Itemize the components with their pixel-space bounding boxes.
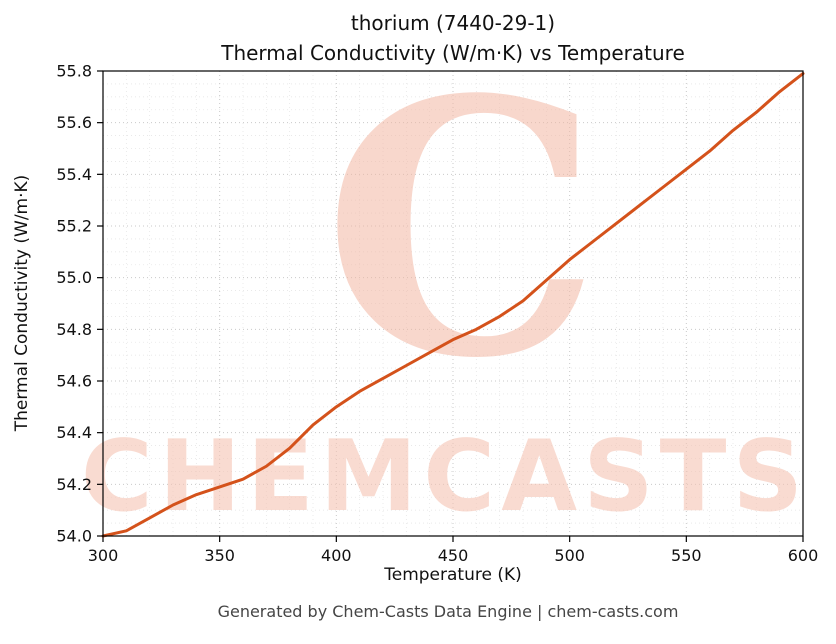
y-tick-label: 55.2 [56,217,92,236]
data-line [101,72,805,538]
x-tick-label: 350 [204,546,235,565]
x-tick-label: 600 [788,546,819,565]
footer-credit: Generated by Chem-Casts Data Engine | ch… [217,602,679,621]
y-tick-label: 55.8 [56,62,92,81]
x-tick-label: 300 [88,546,119,565]
y-tick-label: 54.6 [56,372,92,391]
y-tick-label: 55.6 [56,113,92,132]
x-axis-label: Temperature (K) [384,565,522,585]
x-tick-label: 450 [438,546,469,565]
watermark-text: CHEMCASTS [81,420,809,534]
y-tick-label: 54.4 [56,423,92,442]
y-tick-label: 54.2 [56,475,92,494]
watermark-logo: C [323,23,602,435]
x-tick-label: 500 [554,546,585,565]
y-tick-label: 55.0 [56,268,92,287]
y-tick-label: 54.8 [56,320,92,339]
y-axis-label: Thermal Conductivity (W/m·K) [12,174,32,432]
y-tick-label: 55.4 [56,165,92,184]
chart-title-line1: thorium (7440-29-1) [350,11,556,35]
x-tick-label: 550 [671,546,702,565]
chart-title-line2: Thermal Conductivity (W/m·K) vs Temperat… [221,41,685,65]
y-tick-label: 54.0 [56,527,92,546]
chart-title: thorium (7440-29-1) Thermal Conductivity… [103,8,803,68]
x-tick-label: 400 [321,546,352,565]
